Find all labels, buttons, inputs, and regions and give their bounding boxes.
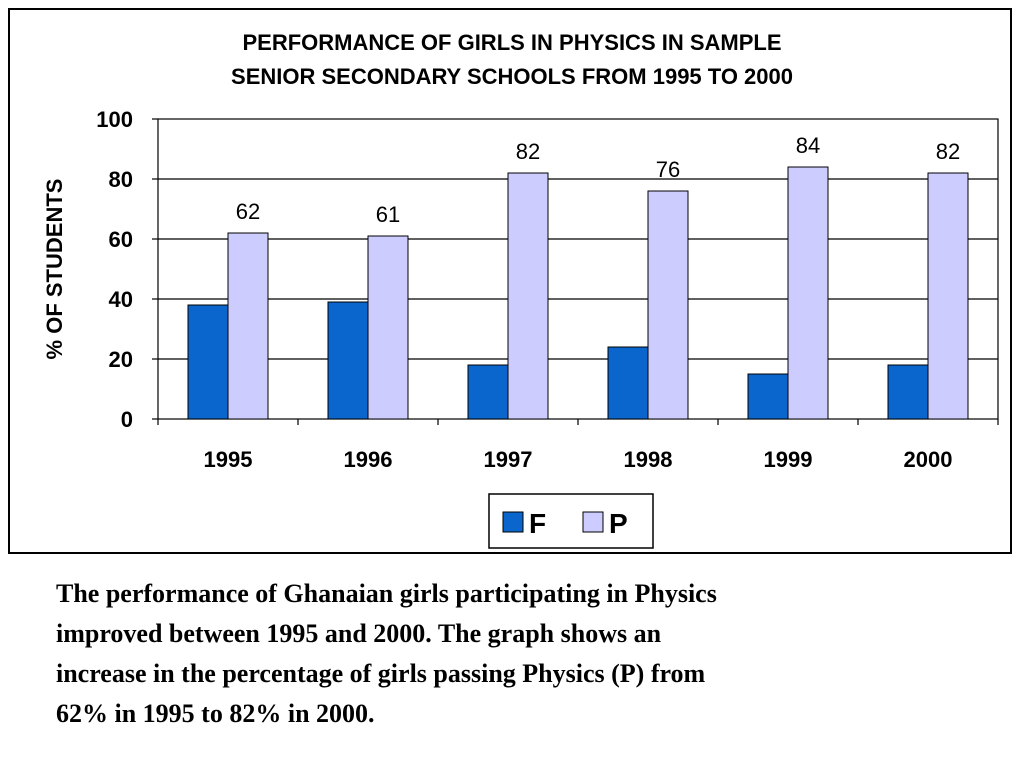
y-tick-label: 100 — [96, 107, 133, 132]
chart-title-line-1: PERFORMANCE OF GIRLS IN PHYSICS IN SAMPL… — [242, 30, 782, 55]
x-tick-label: 1998 — [624, 447, 673, 472]
bar-f-1998 — [607, 346, 649, 420]
y-axis-label: % OF STUDENTS — [42, 179, 67, 360]
caption-line-3: increase in the percentage of girls pass… — [56, 659, 706, 688]
data-label: 82 — [936, 139, 960, 164]
data-label: 62 — [236, 199, 260, 224]
bar-p-1995 — [227, 232, 269, 420]
x-tick-label: 1997 — [484, 447, 533, 472]
data-label: 84 — [796, 133, 820, 158]
bar-f-1999 — [747, 373, 789, 420]
data-label: 82 — [516, 139, 540, 164]
x-tick-label: 1999 — [764, 447, 813, 472]
x-tick-label: 2000 — [904, 447, 953, 472]
chart-title: PERFORMANCE OF GIRLS IN PHYSICS IN SAMPL… — [0, 26, 1024, 94]
bar-chart: 0 20 40 60 80 100 62 61 82 76 84 82 1995 1996 1997 1998… — [42, 107, 999, 549]
legend-swatch-f — [502, 511, 524, 533]
caption-line-2: improved between 1995 and 2000. The grap… — [56, 619, 662, 648]
bar-p-1999 — [787, 166, 829, 420]
y-tick-label: 80 — [109, 167, 133, 192]
legend-label-p: P — [609, 508, 628, 539]
bar-f-1995 — [187, 304, 229, 420]
plot-area — [157, 118, 999, 420]
x-tick-label: 1995 — [204, 447, 253, 472]
caption-line-1: The performance of Ghanaian girls partic… — [56, 579, 717, 608]
bar-p-1998 — [647, 190, 689, 420]
data-label: 61 — [376, 202, 400, 227]
chart-title-line-2: SENIOR SECONDARY SCHOOLS FROM 1995 TO 20… — [231, 64, 793, 89]
legend-label-f: F — [529, 508, 546, 539]
data-label: 76 — [656, 157, 680, 182]
y-tick-label: 20 — [109, 347, 133, 372]
bar-f-2000 — [887, 364, 929, 420]
bar-p-1997 — [507, 172, 549, 420]
x-tick-label: 1996 — [344, 447, 393, 472]
bar-p-2000 — [927, 172, 969, 420]
legend-swatch-p — [582, 511, 604, 533]
y-tick-label: 0 — [121, 407, 133, 432]
bar-f-1996 — [327, 301, 369, 420]
caption-line-4: 62% in 1995 to 82% in 2000. — [56, 699, 375, 728]
bar-p-1996 — [367, 235, 409, 420]
caption-text: The performance of Ghanaian girls partic… — [56, 574, 956, 734]
y-tick-label: 60 — [109, 227, 133, 252]
bar-f-1997 — [467, 364, 509, 420]
y-tick-label: 40 — [109, 287, 133, 312]
